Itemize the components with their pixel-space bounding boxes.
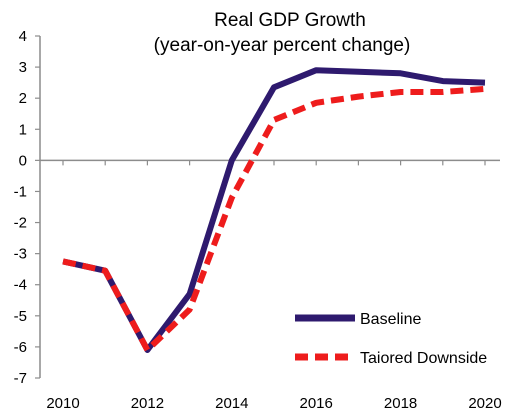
y-tick-label: -4	[14, 277, 27, 294]
x-tick-label: 2010	[46, 395, 79, 412]
y-axis: 4 3 2 1 0 -1 -2 -3 -4 -5 -6 -7	[14, 28, 41, 387]
x-tick-label: 2012	[131, 395, 164, 412]
x-tick-label: 2014	[215, 395, 248, 412]
chart-subtitle: (year-on-year percent change)	[154, 35, 411, 56]
x-tick-label: 2020	[468, 395, 501, 412]
legend-baseline-label: Baseline	[360, 311, 421, 328]
y-tick-label: 1	[19, 121, 27, 138]
y-tick-label: -3	[14, 246, 27, 263]
y-tick-label: -1	[14, 183, 27, 200]
x-tick-label: 2016	[300, 395, 333, 412]
y-tick-label: 2	[19, 90, 27, 107]
y-tick-label: -5	[14, 308, 27, 325]
legend-downside-label: Taiored Downside	[360, 350, 487, 367]
y-tick-label: -2	[14, 215, 27, 232]
chart-title: Real GDP Growth	[214, 10, 366, 31]
downside-series-line	[62, 85, 486, 353]
x-tick-label: 2018	[384, 395, 417, 412]
y-tick-label: -7	[14, 370, 27, 387]
y-tick-label: 4	[19, 28, 27, 45]
x-axis: 2010 2012 2014 2016 2018 2020	[40, 159, 502, 412]
legend: Baseline Taiored Downside	[295, 311, 487, 367]
series-lines	[62, 67, 486, 353]
y-tick-label: 0	[19, 152, 27, 169]
y-tick-label: 3	[19, 59, 27, 76]
y-tick-label: -6	[14, 339, 27, 356]
